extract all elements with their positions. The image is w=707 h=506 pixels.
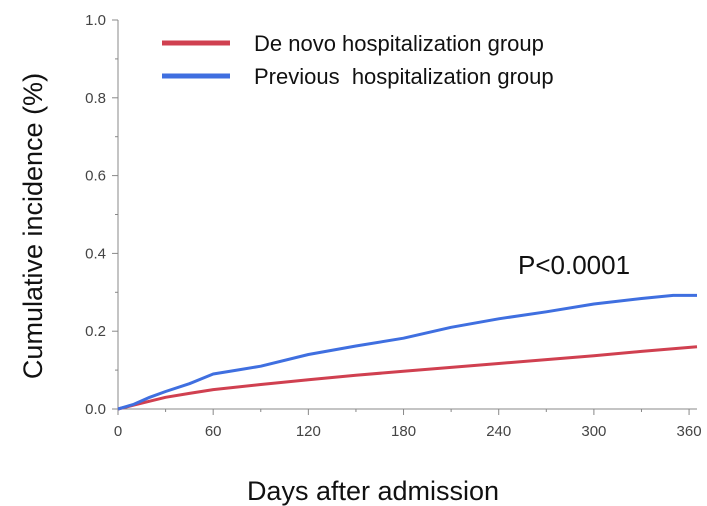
axes: 0.0 0.2 0.4 0.6 0.8 1.0 0 60 120 180 240 300 360 xyxy=(85,12,701,440)
y-tick-label: 1.0 xyxy=(85,12,106,29)
legend-label: Previous hospitalization group xyxy=(254,64,554,89)
p-value-annotation: P<0.0001 xyxy=(518,250,630,280)
x-tick-label: 360 xyxy=(677,423,702,440)
x-tick-label: 240 xyxy=(486,423,511,440)
y-tick-label: 0.6 xyxy=(85,168,106,185)
x-axis-title: Days after admission xyxy=(247,476,499,506)
x-tick-label: 0 xyxy=(114,423,122,440)
x-tick-label: 60 xyxy=(205,423,222,440)
x-tick-label: 180 xyxy=(391,423,416,440)
x-tick-label: 300 xyxy=(581,423,606,440)
legend-label: De novo hospitalization group xyxy=(254,31,544,56)
y-tick-label: 0.8 xyxy=(85,90,106,107)
series-layer xyxy=(117,293,698,411)
legend: De novo hospitalization group Previous ho… xyxy=(162,31,554,89)
y-axis-title: Cumulative incidence (%) xyxy=(18,73,48,379)
series-line-previous xyxy=(117,293,697,411)
x-tick-label: 120 xyxy=(296,423,321,440)
y-tick-label: 0.0 xyxy=(85,401,106,418)
y-tick-label: 0.2 xyxy=(85,323,106,340)
y-tick-label: 0.4 xyxy=(85,245,106,262)
series-line-de-novo xyxy=(117,345,698,411)
